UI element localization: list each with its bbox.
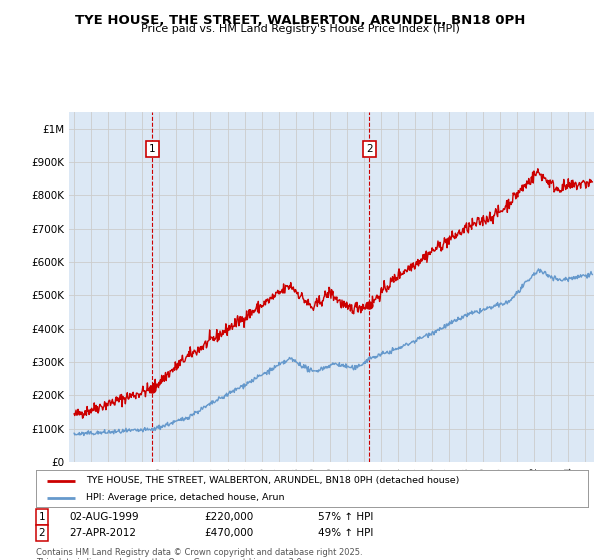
Text: 2: 2 xyxy=(38,528,46,538)
Text: 27-APR-2012: 27-APR-2012 xyxy=(69,528,136,538)
Text: £470,000: £470,000 xyxy=(204,528,253,538)
Text: HPI: Average price, detached house, Arun: HPI: Average price, detached house, Arun xyxy=(86,493,284,502)
Text: 1: 1 xyxy=(38,512,46,522)
Text: 02-AUG-1999: 02-AUG-1999 xyxy=(69,512,139,522)
Text: Price paid vs. HM Land Registry's House Price Index (HPI): Price paid vs. HM Land Registry's House … xyxy=(140,24,460,34)
Text: Contains HM Land Registry data © Crown copyright and database right 2025.
This d: Contains HM Land Registry data © Crown c… xyxy=(36,548,362,560)
Text: 1: 1 xyxy=(149,144,155,153)
Text: TYE HOUSE, THE STREET, WALBERTON, ARUNDEL, BN18 0PH (detached house): TYE HOUSE, THE STREET, WALBERTON, ARUNDE… xyxy=(86,476,459,485)
Text: 57% ↑ HPI: 57% ↑ HPI xyxy=(318,512,373,522)
Text: £220,000: £220,000 xyxy=(204,512,253,522)
Text: 49% ↑ HPI: 49% ↑ HPI xyxy=(318,528,373,538)
Text: 2: 2 xyxy=(366,144,373,153)
Text: TYE HOUSE, THE STREET, WALBERTON, ARUNDEL, BN18 0PH: TYE HOUSE, THE STREET, WALBERTON, ARUNDE… xyxy=(75,14,525,27)
